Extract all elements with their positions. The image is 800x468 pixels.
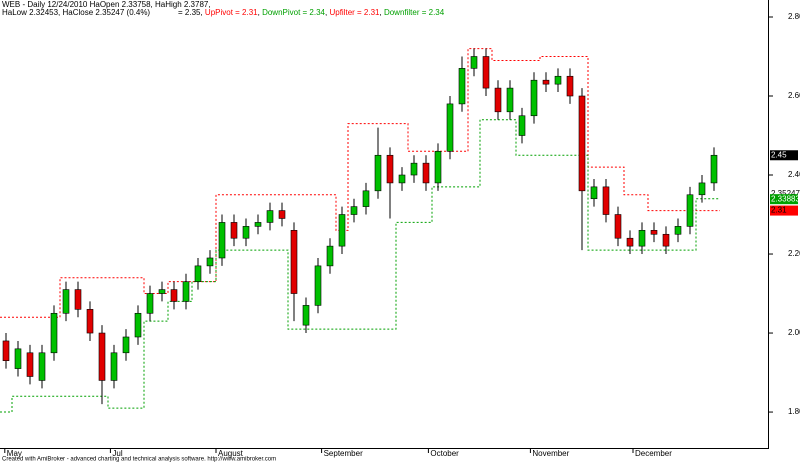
- price-label-box: [770, 205, 798, 216]
- candle-body: [422, 162, 430, 184]
- y-tick-label: 2.80: [788, 12, 800, 21]
- candle-body: [386, 154, 394, 184]
- legend: = 2.35, UpPivot = 2.31, DownPivot = 2.34…: [178, 8, 445, 17]
- candle-body: [182, 281, 190, 302]
- x-tick-label: October: [430, 449, 459, 458]
- pivot-line: [0, 48, 720, 318]
- candle-body: [146, 293, 154, 314]
- candle-body: [698, 182, 706, 196]
- candle-body: [86, 309, 94, 334]
- candle-body: [566, 75, 574, 97]
- legend-item: UpPivot = 2.31: [205, 8, 258, 17]
- x-tick-label: September: [324, 449, 363, 458]
- y-tick-label: 2.60: [788, 91, 800, 100]
- candle-body: [350, 206, 358, 215]
- candle-body: [98, 332, 106, 381]
- chart-title: WEB - Daily 12/24/2010 HaOpen 2.33758, H…: [2, 0, 211, 9]
- candle-body: [302, 305, 310, 326]
- chart-subtitle: HaLow 2.32453, HaClose 2.35247 (0.4%): [2, 8, 150, 17]
- candle-body: [338, 214, 346, 247]
- candle-body: [458, 68, 466, 105]
- candle-body: [614, 214, 622, 239]
- price-label: 2.35247: [771, 189, 800, 198]
- x-tick-label: November: [532, 449, 569, 458]
- candle-body: [638, 230, 646, 247]
- candle-body: [590, 186, 598, 200]
- candle-body: [170, 289, 178, 302]
- candle-body: [122, 336, 130, 354]
- candle-body: [494, 87, 502, 113]
- candle-body: [398, 174, 406, 184]
- price-label: 2.31: [771, 206, 787, 215]
- candle-body: [38, 352, 46, 381]
- candle-body: [14, 348, 22, 369]
- candle-body: [554, 75, 562, 85]
- candle-body: [134, 312, 142, 338]
- candle-body: [74, 289, 82, 310]
- legend-item: ,: [258, 8, 262, 17]
- candle-body: [446, 103, 454, 152]
- price-label: 2.33883: [771, 194, 800, 203]
- candle-body: [662, 233, 670, 247]
- candle-body: [218, 222, 226, 259]
- candle-body: [2, 340, 10, 361]
- candle-body: [626, 237, 634, 247]
- x-tick-label: May: [7, 449, 22, 458]
- candle-body: [710, 154, 718, 184]
- x-tick-label: December: [635, 449, 672, 458]
- legend-item: ,: [325, 8, 329, 17]
- candle-body: [482, 56, 490, 89]
- candle-body: [290, 230, 298, 294]
- candle-body: [50, 312, 58, 354]
- price-label: 2.45: [771, 150, 787, 159]
- plot-area: [0, 48, 720, 413]
- candle-body: [362, 190, 370, 207]
- legend-item: DownPivot = 2.34: [262, 8, 325, 17]
- candle-body: [206, 257, 214, 267]
- candle-body: [266, 210, 274, 223]
- candle-body: [158, 289, 166, 294]
- candle-body: [686, 194, 694, 227]
- candle-body: [110, 352, 118, 381]
- candle-body: [314, 265, 322, 306]
- y-tick-label: 2.20: [788, 249, 800, 258]
- y-tick-label: 2.00: [788, 328, 800, 337]
- y-tick-label: 1.80: [788, 407, 800, 416]
- candle-body: [230, 222, 238, 239]
- candle-body: [62, 289, 70, 314]
- candle-body: [194, 265, 202, 282]
- candle-body: [542, 79, 550, 85]
- candle-body: [326, 245, 334, 267]
- legend-item: Downfilter = 2.34: [384, 8, 445, 17]
- candle-body: [242, 226, 250, 239]
- footer: Created with AmiBroker - advanced charti…: [2, 457, 276, 463]
- pivot-line: [0, 119, 720, 413]
- candle-body: [674, 226, 682, 235]
- price-label-box: [770, 194, 798, 205]
- candle-body: [530, 79, 538, 117]
- x-tick-label: Jul: [112, 449, 122, 458]
- candle-body: [434, 151, 442, 184]
- candle-body: [578, 95, 586, 192]
- x-tick-label: August: [218, 449, 244, 458]
- candle-body: [470, 56, 478, 69]
- candle-body: [278, 210, 286, 219]
- legend-item: Upfilter = 2.31: [329, 8, 380, 17]
- candle-body: [506, 87, 514, 113]
- candle-body: [26, 352, 34, 377]
- y-tick-label: 2.40: [788, 170, 800, 179]
- candle-body: [254, 222, 262, 227]
- price-label-box: [770, 150, 798, 161]
- legend-item: = 2.35,: [178, 8, 205, 17]
- price-label-box: [770, 188, 798, 199]
- candle-body: [650, 230, 658, 235]
- candle-body: [518, 115, 526, 136]
- candle-body: [602, 186, 610, 215]
- candle-body: [374, 154, 382, 192]
- candle-body: [410, 162, 418, 176]
- legend-item: ,: [380, 8, 384, 17]
